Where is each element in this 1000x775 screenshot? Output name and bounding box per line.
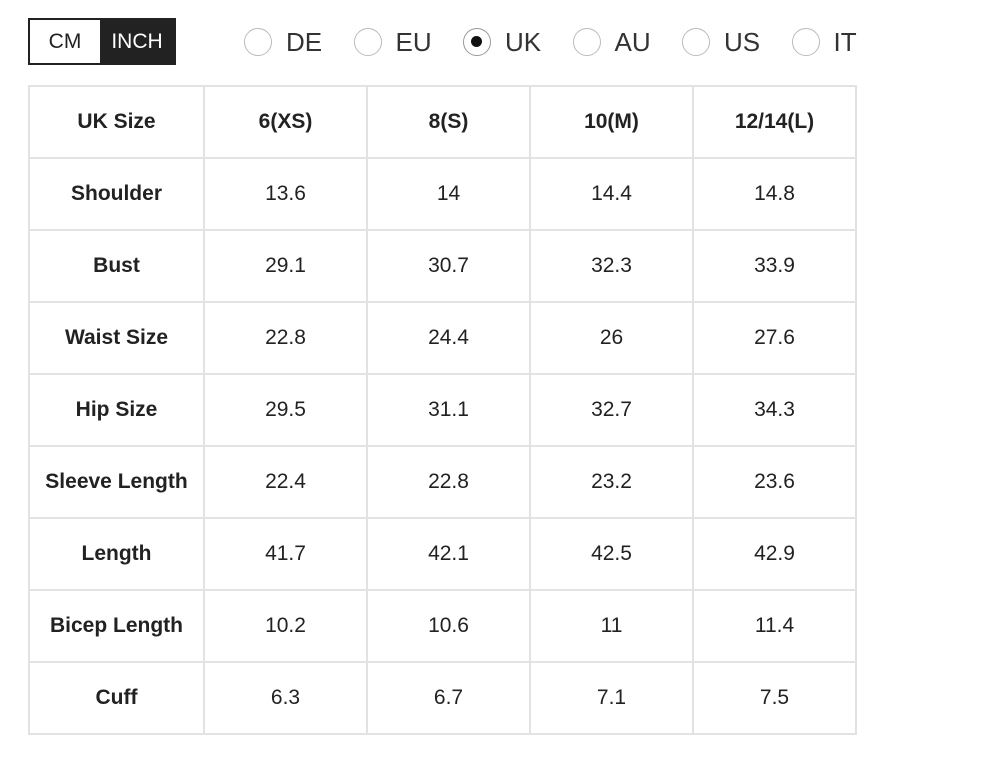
cell: 14.8 <box>692 157 857 231</box>
table-row: Sleeve Length 22.4 22.8 23.2 23.6 <box>28 445 857 519</box>
cell: 42.5 <box>529 517 694 591</box>
cell: 6.7 <box>366 661 531 735</box>
row-label: Hip Size <box>28 373 205 447</box>
cell: 42.1 <box>366 517 531 591</box>
cell: 32.3 <box>529 229 694 303</box>
cell: 12/14(L) <box>692 85 857 159</box>
radio-circle[interactable] <box>353 28 382 56</box>
radio-circle[interactable] <box>244 28 272 56</box>
cell: 14.4 <box>529 157 694 231</box>
cell: 23.2 <box>529 445 694 519</box>
cell: 6(XS) <box>203 85 368 159</box>
row-label: Waist Size <box>28 301 205 375</box>
radio-circle[interactable] <box>682 28 710 56</box>
cell: 27.6 <box>692 301 857 375</box>
cell: 11.4 <box>692 589 857 663</box>
region-radio[interactable]: DE <box>244 26 354 58</box>
cell: 22.8 <box>366 445 531 519</box>
table-row: Waist Size 22.8 24.4 26 27.6 <box>28 301 857 375</box>
cell: 33.9 <box>692 229 857 303</box>
cell: 23.6 <box>692 445 857 519</box>
radio-circle[interactable] <box>572 28 601 56</box>
cell: 10(M) <box>529 85 694 159</box>
size-table: UK Size 6(XS) 8(S) 10(M) 12/14(L) Shoulder 13.… <box>28 85 857 735</box>
region-label: AU <box>614 26 651 57</box>
cell: 22.8 <box>203 301 368 375</box>
cell: 29.1 <box>203 229 368 303</box>
table-row: Hip Size 29.5 31.1 32.7 34.3 <box>28 373 857 447</box>
cell: 13.6 <box>203 157 368 231</box>
cell: 11 <box>529 589 694 663</box>
cell: 26 <box>529 301 694 375</box>
cell: 6.3 <box>203 661 368 735</box>
cell: 7.1 <box>529 661 694 735</box>
cell: 8(S) <box>366 85 531 159</box>
radio-circle[interactable] <box>463 28 491 56</box>
table-row: Shoulder 13.6 14 14.4 14.8 <box>28 157 857 231</box>
row-label: UK Size <box>28 85 205 159</box>
cell: 7.5 <box>692 661 857 735</box>
row-label: Sleeve Length <box>28 445 205 519</box>
cell: 42.9 <box>692 517 857 591</box>
cell: 24.4 <box>366 301 531 375</box>
row-label: Bust <box>28 229 205 303</box>
region-label: US <box>724 26 761 57</box>
cell: 30.7 <box>366 229 531 303</box>
table-row: UK Size 6(XS) 8(S) 10(M) 12/14(L) <box>28 85 857 159</box>
cell: 10.2 <box>203 589 368 663</box>
table-row: Length 41.7 42.1 42.5 42.9 <box>28 517 857 591</box>
cell: 34.3 <box>692 373 857 447</box>
cell: 22.4 <box>203 445 368 519</box>
radio-circle[interactable] <box>791 28 820 56</box>
row-label: Bicep Length <box>28 589 205 663</box>
cell: 14 <box>366 157 531 231</box>
region-radio[interactable]: EU <box>353 26 464 58</box>
region-label: DE <box>286 26 323 57</box>
cell: 31.1 <box>366 373 531 447</box>
row-label: Cuff <box>28 661 205 735</box>
region-radio[interactable]: US <box>682 26 792 58</box>
unit-toggle: CM INCH <box>28 18 176 65</box>
unit-option[interactable]: INCH <box>100 20 174 63</box>
region-radio[interactable]: AU <box>572 26 683 58</box>
region-label: EU <box>395 26 432 57</box>
region-label: IT <box>833 26 857 57</box>
row-label: Length <box>28 517 205 591</box>
cell: 29.5 <box>203 373 368 447</box>
table-row: Bust 29.1 30.7 32.3 33.9 <box>28 229 857 303</box>
unit-option[interactable]: CM <box>48 29 82 53</box>
row-label: Shoulder <box>28 157 205 231</box>
cell: 41.7 <box>203 517 368 591</box>
table-row: Bicep Length 10.2 10.6 11 11.4 <box>28 589 857 663</box>
region-radio[interactable]: UK <box>463 26 573 58</box>
cell: 10.6 <box>366 589 531 663</box>
cell: 32.7 <box>529 373 694 447</box>
table-row: Cuff 6.3 6.7 7.1 7.5 <box>28 661 857 735</box>
region-radio[interactable]: IT <box>791 26 902 58</box>
region-label: UK <box>505 26 542 57</box>
size-region-selector: DE EU UK AU US IT <box>244 26 901 58</box>
